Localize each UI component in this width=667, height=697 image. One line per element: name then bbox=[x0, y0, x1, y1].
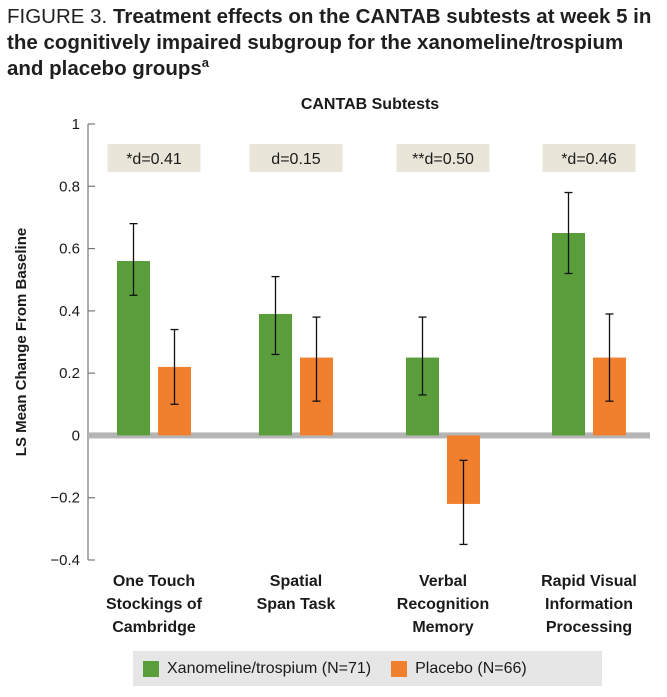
x-category-label-line: Information bbox=[545, 596, 633, 613]
legend-item-placebo: Placebo (N=66) bbox=[391, 660, 527, 678]
y-tick-label: −0.2 bbox=[50, 490, 80, 507]
effect-size-label: d=0.15 bbox=[271, 151, 320, 168]
effect-size-box bbox=[107, 144, 201, 172]
chart-title: CANTAB Subtests bbox=[301, 96, 439, 113]
figure-title-text: Treatment effects on the CANTAB subtests… bbox=[7, 5, 652, 80]
x-category-label-line: Spatial bbox=[270, 573, 322, 590]
y-tick-label: 0.8 bbox=[59, 178, 80, 195]
legend-swatch-xanomeline bbox=[143, 660, 159, 677]
legend-label-placebo: Placebo (N=66) bbox=[415, 659, 527, 677]
figure-label: FIGURE 3. bbox=[7, 5, 108, 28]
legend-label-xanomeline: Xanomeline/trospium (N=71) bbox=[167, 659, 372, 677]
x-category-label-line: Rapid Visual bbox=[541, 573, 637, 590]
legend-swatch-placebo bbox=[391, 660, 408, 677]
x-category-label-line: Memory bbox=[412, 619, 473, 636]
x-category-label: Spatial Span Task bbox=[257, 573, 336, 613]
y-tick-label: −0.4 bbox=[50, 552, 80, 569]
x-category-label-line: Stockings of bbox=[106, 596, 203, 613]
effect-size-label: *d=0.46 bbox=[561, 151, 617, 168]
x-category-label-line: Cambridge bbox=[112, 619, 196, 636]
bar-chart: CANTAB Subtests LS Mean Change From Base… bbox=[13, 96, 650, 636]
legend: Xanomeline/trospium (N=71) Placebo (N=66… bbox=[133, 651, 602, 686]
x-category-label-line: One Touch bbox=[113, 573, 195, 590]
effect-size-label: **d=0.50 bbox=[412, 151, 474, 168]
y-tick-label: 0.2 bbox=[59, 365, 80, 382]
x-category-label: One Touch Stockings of Cambridge bbox=[106, 573, 203, 636]
y-tick-label: 0 bbox=[72, 427, 80, 444]
effect-size-box bbox=[396, 144, 490, 172]
figure-superscript: a bbox=[201, 55, 210, 71]
effect-size-box bbox=[542, 144, 636, 172]
x-category-label-line: Verbal bbox=[419, 573, 467, 590]
x-category-label-line: Recognition bbox=[397, 596, 489, 613]
y-tick-label: 0.6 bbox=[59, 241, 80, 258]
x-category-label-line: Span Task bbox=[257, 596, 336, 613]
x-category-label-line: Processing bbox=[546, 619, 632, 636]
x-category-label: Rapid Visual Information Processing bbox=[541, 573, 637, 636]
x-category-label: Verbal Recognition Memory bbox=[397, 573, 489, 636]
legend-item-xanomeline: Xanomeline/trospium (N=71) bbox=[143, 660, 371, 678]
figure-title: FIGURE 3. Treatment effects on the CANTA… bbox=[7, 4, 662, 82]
effect-size-box bbox=[249, 144, 343, 172]
y-axis-label: LS Mean Change From Baseline bbox=[13, 228, 30, 456]
zero-baseline bbox=[88, 432, 650, 439]
y-tick-label: 1 bbox=[72, 116, 80, 133]
effect-size-label: *d=0.41 bbox=[126, 151, 182, 168]
y-tick-label: 0.4 bbox=[59, 303, 80, 320]
